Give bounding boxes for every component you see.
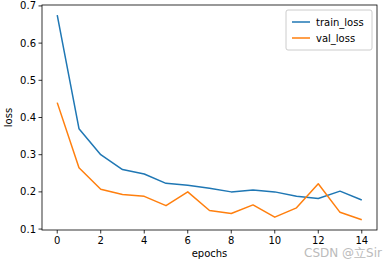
- x-tick: [144, 230, 145, 234]
- y-tick-label: 0.4: [20, 112, 36, 123]
- x-tick-label: 2: [98, 235, 104, 246]
- y-tick: [39, 229, 43, 230]
- legend-swatch: [292, 21, 310, 23]
- x-tick: [361, 230, 362, 234]
- x-tick-label: 14: [355, 235, 368, 246]
- y-tick-label: 0.3: [20, 149, 36, 160]
- x-tick-label: 12: [312, 235, 325, 246]
- y-tick-label: 0.6: [20, 38, 36, 49]
- legend-label: val_loss: [316, 33, 355, 45]
- y-tick: [39, 5, 43, 6]
- y-tick: [39, 80, 43, 81]
- y-axis-label: loss: [3, 108, 14, 127]
- y-tick: [39, 117, 43, 118]
- y-tick-label: 0.2: [20, 186, 36, 197]
- y-tick: [39, 191, 43, 192]
- x-tick: [318, 230, 319, 234]
- x-tick-label: 6: [185, 235, 191, 246]
- series-line: [57, 103, 362, 220]
- legend-box: [286, 10, 372, 50]
- legend-swatch: [292, 37, 310, 39]
- x-tick-label: 4: [141, 235, 147, 246]
- y-tick-label: 0.5: [20, 75, 36, 86]
- x-tick-label: 10: [268, 235, 281, 246]
- x-axis-label: epochs: [192, 248, 228, 259]
- series-line: [57, 15, 362, 200]
- x-tick: [231, 230, 232, 234]
- y-tick-label: 0.7: [20, 0, 36, 11]
- x-tick: [57, 230, 58, 234]
- legend-label: train_loss: [316, 17, 364, 29]
- x-tick-label: 0: [54, 235, 60, 246]
- chart: 0 2 4 6 8 10 12 14 0.1 0.2 0.3 0.4 0.5 0.6 0.7 epochs lo…: [0, 0, 386, 265]
- plot-frame: [42, 5, 377, 230]
- x-tick: [274, 230, 275, 234]
- x-tick-label: 8: [228, 235, 234, 246]
- y-tick-label: 0.1: [20, 224, 36, 235]
- x-tick: [187, 230, 188, 234]
- y-tick: [39, 43, 43, 44]
- y-tick: [39, 154, 43, 155]
- x-tick: [100, 230, 101, 234]
- watermark: CSDN @立Sir: [304, 246, 382, 260]
